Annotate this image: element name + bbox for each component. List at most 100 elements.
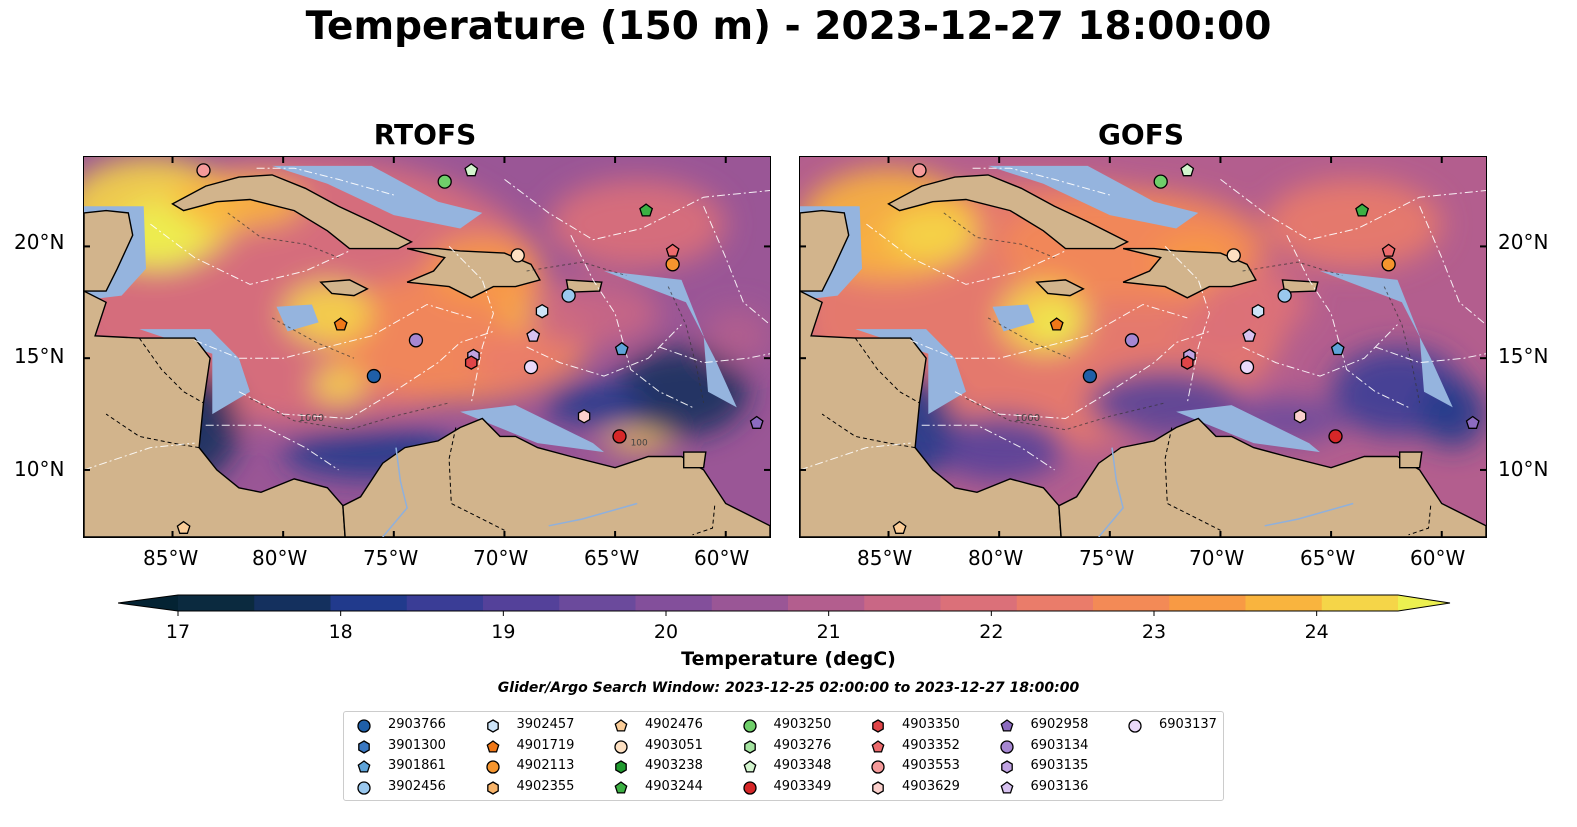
gofs-map[interactable]: 1000: [799, 156, 1487, 538]
eez-boundary: [150, 223, 350, 285]
legend-label: 4902355: [516, 778, 575, 794]
legend-label: 6903137: [1159, 717, 1217, 732]
platform-marker-6903134[interactable]: [1124, 333, 1140, 348]
platform-marker-4903244[interactable]: [1355, 203, 1370, 217]
continental-shelf: [992, 304, 1035, 332]
land-cuba: [887, 174, 1130, 250]
platform-marker-4902113[interactable]: [1381, 257, 1396, 272]
legend-label: 4903238: [645, 758, 703, 773]
platform-marker-3902457[interactable]: [535, 303, 549, 319]
platform-marker-4902113[interactable]: [665, 257, 680, 272]
platform-marker-3902457[interactable]: [1251, 303, 1265, 319]
land-puerto-rico: [1281, 279, 1319, 293]
platform-marker-4903553[interactable]: [912, 163, 927, 178]
platform-marker-4901719[interactable]: [1049, 317, 1064, 331]
colorbar-bin: [330, 595, 408, 611]
colorbar-bin: [711, 595, 789, 611]
colorbar-tick-label: 20: [654, 621, 678, 643]
bathymetry-contour: [1383, 286, 1421, 403]
pentagon-marker-icon: [743, 760, 756, 773]
hexagon-marker-icon: [615, 760, 627, 774]
colorbar-bin: [483, 595, 560, 611]
platform-marker-4903629[interactable]: [577, 409, 591, 424]
platform-marker-4903250[interactable]: [437, 174, 452, 189]
river: [1098, 447, 1124, 537]
eez-boundary: [910, 303, 1188, 359]
land-yucatan: [84, 209, 134, 292]
platform-marker-4901719[interactable]: [333, 317, 348, 331]
colorbar-bin: [940, 595, 1018, 611]
platform-marker-3902456[interactable]: [1277, 288, 1292, 303]
lon-tick-label: 75°W: [1079, 546, 1135, 570]
pentagon-marker-icon: [1000, 780, 1013, 794]
eez-boundary: [448, 246, 494, 403]
eez-boundary: [800, 442, 911, 471]
platform-marker-4903352[interactable]: [1381, 243, 1396, 257]
eez-boundary: [84, 442, 195, 471]
colorbar-tick-label: 19: [491, 621, 515, 643]
platform-marker-4903629[interactable]: [1293, 409, 1307, 424]
land-hispaniola: [1122, 247, 1257, 299]
legend-label: 4903244: [645, 778, 703, 794]
colorbar-tick-label: 21: [817, 621, 841, 643]
platform-marker-3901861[interactable]: [614, 341, 629, 356]
land-trinidad: [683, 451, 707, 469]
platform-marker-6903137[interactable]: [1239, 359, 1255, 375]
continental-shelf: [276, 304, 319, 332]
bathymetry-contour: [249, 397, 450, 431]
platform-marker-4903250[interactable]: [1153, 174, 1168, 189]
land-trinidad: [1399, 451, 1423, 469]
platform-marker-6903136[interactable]: [526, 328, 541, 342]
eez-boundary: [1375, 346, 1486, 364]
circle-marker-icon: [742, 719, 757, 733]
river: [548, 502, 638, 527]
colorbar-bin: [1245, 595, 1323, 611]
platform-marker-4903350[interactable]: [464, 355, 478, 370]
bathymetry-contour: [965, 397, 1166, 431]
lon-tick-label: 85°W: [857, 546, 913, 570]
eez-boundary: [1286, 234, 1409, 408]
country-border: [105, 413, 200, 449]
eez-boundary: [972, 167, 1110, 196]
platform-marker-2903766[interactable]: [366, 368, 382, 384]
platform-marker-4903553[interactable]: [196, 163, 211, 178]
platform-marker-4902476[interactable]: [892, 520, 907, 534]
platform-marker-6903137[interactable]: [523, 359, 539, 375]
platform-marker-6903134[interactable]: [408, 333, 424, 348]
platform-marker-4903348[interactable]: [464, 163, 479, 177]
river: [1264, 502, 1354, 527]
platform-marker-2903766[interactable]: [1082, 368, 1098, 384]
platform-marker-4902476[interactable]: [176, 520, 191, 534]
platform-marker-6902958[interactable]: [749, 415, 764, 429]
platform-marker-6902958[interactable]: [1465, 415, 1480, 429]
circle-marker-icon: [1128, 719, 1142, 733]
lat-tick-label: 20°N: [14, 230, 65, 254]
platform-marker-4903348[interactable]: [1180, 163, 1195, 177]
platform-marker-4903352[interactable]: [665, 243, 680, 257]
platform-marker-4903349[interactable]: [1328, 429, 1343, 444]
platform-marker-4903051[interactable]: [1226, 248, 1241, 263]
panel-title-gofs: GOFS: [1097, 118, 1185, 151]
eez-boundary: [1220, 179, 1486, 241]
legend-label: 4903051: [645, 737, 703, 753]
platform-marker-4903244[interactable]: [639, 203, 654, 217]
continental-shelf: [1320, 271, 1453, 408]
legend-label: 4903553: [902, 758, 960, 773]
platform-marker-3902456[interactable]: [561, 288, 576, 303]
platform-marker-4903349[interactable]: [612, 429, 627, 444]
continental-shelf: [139, 329, 250, 415]
legend-label: 4902113: [516, 758, 575, 773]
colorbar-under-arrow: [118, 595, 178, 611]
eez-boundary: [703, 206, 770, 325]
eez-boundary: [921, 424, 1055, 471]
platform-marker-4903051[interactable]: [510, 248, 525, 263]
rtofs-map[interactable]: 1000 100: [83, 156, 771, 538]
legend-label: 6903134: [1030, 737, 1089, 753]
platform-marker-3901861[interactable]: [1330, 341, 1345, 356]
lat-tick-label: 20°N: [1498, 230, 1549, 254]
platform-marker-6903136[interactable]: [1242, 328, 1257, 342]
platform-marker-4903350[interactable]: [1180, 355, 1194, 370]
land-south-america: [1058, 417, 1486, 537]
country-border: [1408, 505, 1432, 536]
land-cuba: [171, 174, 414, 250]
